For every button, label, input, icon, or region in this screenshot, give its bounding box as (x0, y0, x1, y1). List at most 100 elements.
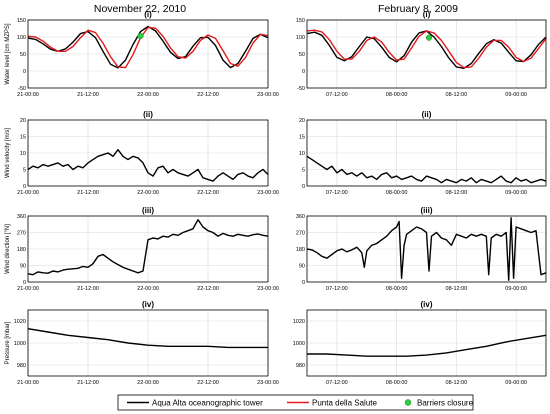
x-tick-label: 07-12:00 (326, 286, 348, 292)
x-tick-label: 22-12:00 (197, 92, 219, 98)
y-tick-label: 180 (296, 247, 305, 253)
x-tick-label: 08-00:00 (386, 190, 408, 196)
x-tick-label: 09-00:00 (505, 92, 527, 98)
x-tick-label: 08-12:00 (446, 92, 468, 98)
y-tick-label: 1020 (293, 319, 305, 325)
panel-label: (iii) (421, 206, 433, 215)
barrier-marker (425, 34, 433, 41)
chart-nov-wind-velocity: 0 5 10 15 20 21-00:00 21-12:00 22-00:00 22-12:00… (5, 110, 279, 196)
panel-label: (ii) (422, 110, 432, 119)
legend-swatch-barriers (404, 399, 412, 406)
y-tick-label: 0 (302, 184, 305, 190)
x-tick-label: 22-12:00 (197, 380, 219, 386)
legend: Aqua Alta oceanographic tower Punta della… (117, 394, 474, 411)
panel-label: (iv) (421, 300, 433, 309)
x-tick-label: 08-12:00 (446, 380, 468, 386)
y-tick-label: 270 (17, 231, 26, 237)
x-tick-label: 07-12:00 (326, 380, 348, 386)
y-tick-label: 50 (20, 52, 26, 58)
y-tick-label: 180 (17, 247, 26, 253)
y-tick-label: 0 (23, 280, 26, 286)
series-line-0 (306, 217, 547, 281)
x-tick-label: 09-00:00 (505, 380, 527, 386)
y-tick-label: 50 (299, 52, 305, 58)
column-title-right: February 8, 2009 (378, 3, 458, 15)
series-line-0 (27, 148, 269, 182)
axes-frame (306, 215, 547, 283)
y-tick-label: 100 (17, 35, 26, 41)
y-axis-label: Wind direction [°N] (5, 224, 11, 274)
chart-nov-water: -50 0 50 100 150 21-00:00 21-12:00 22-00:00 22-1… (5, 10, 279, 98)
x-tick-label: 21-00:00 (17, 190, 39, 196)
y-tick-label: 90 (20, 264, 26, 270)
x-tick-label: 21-12:00 (77, 380, 99, 386)
barrier-marker (137, 32, 144, 40)
panel-label: (i) (144, 10, 152, 19)
y-tick-label: 20 (20, 118, 26, 124)
y-tick-label: 15 (20, 135, 26, 141)
x-tick-label: 21-00:00 (17, 286, 39, 292)
x-tick-label: 22-12:00 (197, 286, 219, 292)
series-line-0 (27, 218, 269, 276)
y-tick-label: 980 (296, 363, 305, 369)
x-tick-label: 22-00:00 (137, 92, 159, 98)
legend-label: Barriers closure (417, 399, 474, 408)
chart-feb-wind-direction: 0 90 180 270 360 07-12:00 08-00:00 08-12:00 09-0… (296, 206, 547, 292)
y-tick-label: 100 (296, 35, 305, 41)
chart-feb-water: -50 0 50 100 150 07-12:00 08-00:00 08-12:00 09-0… (296, 10, 547, 98)
y-tick-label: 1020 (14, 319, 26, 325)
axes-frame (27, 19, 269, 89)
x-tick-label: 09-00:00 (505, 286, 527, 292)
y-tick-label: 150 (296, 18, 305, 24)
x-tick-label: 21-00:00 (17, 92, 39, 98)
series-line-0 (307, 334, 547, 357)
y-tick-label: 15 (299, 135, 305, 141)
series-line-punta-della-salute (27, 26, 269, 69)
x-tick-label: 08-00:00 (386, 380, 408, 386)
y-tick-label: 270 (296, 231, 305, 237)
x-tick-label: 21-12:00 (77, 286, 99, 292)
y-tick-label: -50 (18, 86, 26, 92)
x-tick-label: 07-12:00 (326, 190, 348, 196)
axes-frame (27, 309, 269, 377)
panel-label: (i) (423, 10, 431, 19)
chart-nov-pressure: 980 1000 1020 21-00:00 21-12:00 22-00:00 22-12… (5, 300, 279, 386)
x-tick-label: 08-12:00 (446, 286, 468, 292)
y-tick-label: 10 (20, 151, 26, 157)
x-tick-label: 21-00:00 (17, 380, 39, 386)
x-tick-label: 07-12:00 (326, 92, 348, 98)
y-tick-label: 0 (302, 69, 305, 75)
x-tick-label: 21-12:00 (77, 190, 99, 196)
x-tick-label: 22-12:00 (197, 190, 219, 196)
y-tick-label: 980 (17, 363, 26, 369)
axes-frame (27, 119, 269, 187)
x-tick-label: 08-00:00 (386, 92, 408, 98)
x-tick-label: 08-00:00 (386, 286, 408, 292)
y-tick-label: 1000 (14, 341, 26, 347)
y-tick-label: 20 (299, 118, 305, 124)
chart-feb-pressure: 980 1000 1020 07-12:00 08-00:00 08-12:00 09-00… (293, 300, 547, 386)
column-title-left: November 22, 2010 (94, 3, 186, 15)
x-tick-label: 22-00:00 (137, 286, 159, 292)
axes-frame (306, 309, 547, 377)
y-tick-label: 5 (23, 168, 26, 174)
y-axis-label: Water level [cm MZPS] (5, 23, 11, 84)
y-tick-label: 0 (23, 184, 26, 190)
y-tick-label: 1000 (293, 341, 305, 347)
x-tick-label: 09-00:00 (505, 190, 527, 196)
y-tick-label: 5 (302, 168, 305, 174)
legend-label: Aqua Alta oceanographic tower (152, 399, 263, 408)
axes-frame (306, 119, 547, 187)
chart-feb-wind-velocity: 0 5 10 15 20 07-12:00 08-00:00 08-12:00 09-00:00… (299, 110, 547, 196)
x-tick-label: 22-00:00 (137, 190, 159, 196)
y-axis-label: Pressure [mbar] (5, 321, 11, 364)
panel-label: (iv) (142, 300, 154, 309)
y-tick-label: 90 (299, 264, 305, 270)
chart-nov-wind-direction: 0 90 180 270 360 21-00:00 21-12:00 22-00:00 22-1… (5, 206, 279, 292)
axes-frame (27, 215, 269, 283)
x-tick-label: 23-00:00 (257, 190, 279, 196)
series-line-0 (27, 328, 268, 349)
legend-label: Punta della Salute (312, 399, 377, 408)
